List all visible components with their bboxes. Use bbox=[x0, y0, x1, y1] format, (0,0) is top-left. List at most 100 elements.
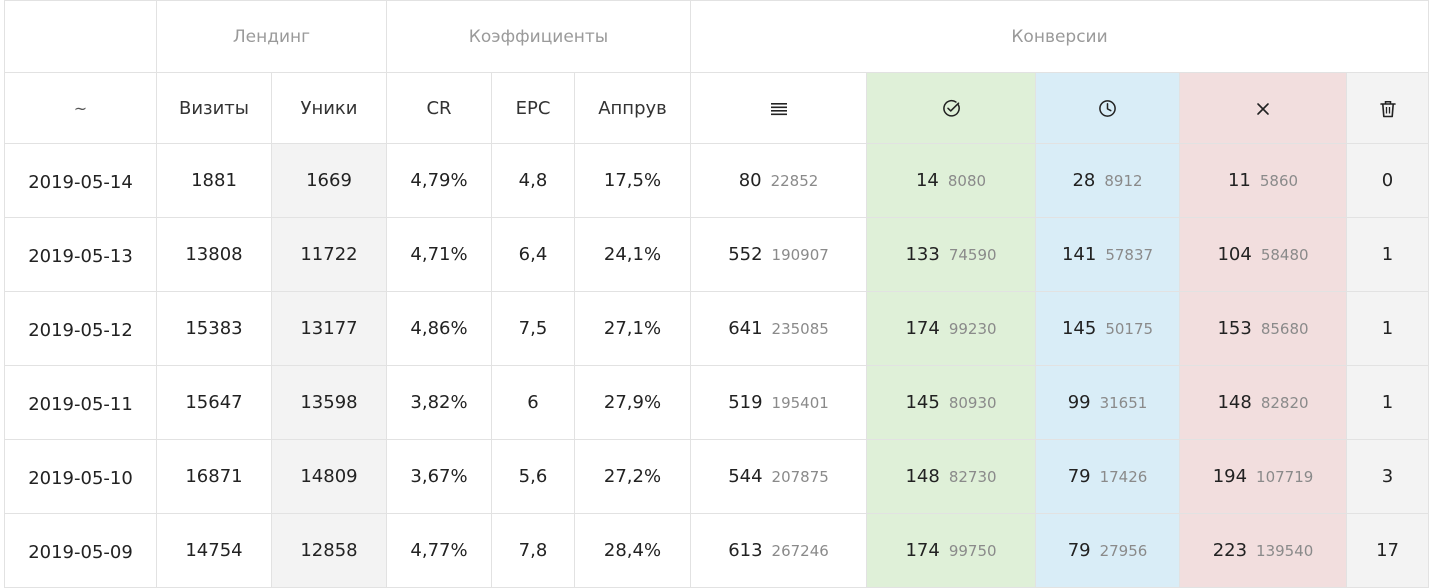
rejected-sum: 85680 bbox=[1260, 320, 1309, 338]
all-sum: 195401 bbox=[771, 394, 829, 412]
rejected-sum: 5860 bbox=[1259, 172, 1299, 190]
rejected-count: 148 bbox=[1217, 392, 1252, 413]
cell-uniques: 14809 bbox=[271, 439, 387, 514]
hold-sum: 31651 bbox=[1099, 394, 1148, 412]
check-circle-icon bbox=[942, 98, 961, 119]
cell-trash: 1 bbox=[1345, 217, 1430, 292]
close-icon bbox=[1256, 98, 1270, 119]
header-cr[interactable]: CR bbox=[386, 72, 492, 144]
cell-date: 2019-05-09 bbox=[4, 513, 157, 588]
cell-all-conversions: 613 267246 bbox=[690, 513, 867, 588]
approved-sum: 74590 bbox=[948, 246, 997, 264]
table-row[interactable]: 2019-05-12 15383 13177 4,86% 7,5 27,1% 6… bbox=[4, 291, 1430, 366]
cell-trash: 1 bbox=[1345, 291, 1430, 366]
cell-approved: 14 8080 bbox=[866, 143, 1036, 218]
table-row[interactable]: 2019-05-13 13808 11722 4,71% 6,4 24,1% 5… bbox=[4, 217, 1430, 292]
cell-cr: 4,79% bbox=[386, 143, 492, 218]
header-uniques[interactable]: Уники bbox=[271, 72, 387, 144]
approved-sum: 99750 bbox=[948, 542, 997, 560]
cell-hold: 79 17426 bbox=[1035, 439, 1180, 514]
column-header-row: ~ Визиты Уники CR EPC Аппрув bbox=[4, 72, 1430, 144]
clock-icon bbox=[1098, 98, 1117, 119]
cell-date: 2019-05-13 bbox=[4, 217, 157, 292]
cell-epc: 4,8 bbox=[491, 143, 575, 218]
table-row[interactable]: 2019-05-11 15647 13598 3,82% 6 27,9% 519… bbox=[4, 365, 1430, 440]
cell-hold: 141 57837 bbox=[1035, 217, 1180, 292]
approved-sum: 80930 bbox=[948, 394, 997, 412]
cell-epc: 6,4 bbox=[491, 217, 575, 292]
stats-table: Лендинг Коэффициенты Конверсии ~ Визиты … bbox=[4, 0, 1430, 588]
header-all-conversions[interactable] bbox=[690, 72, 867, 144]
cell-date: 2019-05-10 bbox=[4, 439, 157, 514]
rejected-sum: 107719 bbox=[1256, 468, 1314, 486]
cell-approve: 28,4% bbox=[574, 513, 691, 588]
cell-visits: 14754 bbox=[156, 513, 272, 588]
cell-approved: 148 82730 bbox=[866, 439, 1036, 514]
rejected-sum: 82820 bbox=[1260, 394, 1309, 412]
cell-all-conversions: 552 190907 bbox=[690, 217, 867, 292]
cell-all-conversions: 80 22852 bbox=[690, 143, 867, 218]
cell-approve: 27,1% bbox=[574, 291, 691, 366]
header-approved[interactable] bbox=[866, 72, 1036, 144]
cell-all-conversions: 641 235085 bbox=[690, 291, 867, 366]
cell-visits: 16871 bbox=[156, 439, 272, 514]
cell-date: 2019-05-14 bbox=[4, 143, 157, 218]
cell-approve: 27,2% bbox=[574, 439, 691, 514]
cell-rejected: 11 5860 bbox=[1179, 143, 1347, 218]
cell-hold: 28 8912 bbox=[1035, 143, 1180, 218]
all-count: 552 bbox=[728, 244, 763, 265]
cell-trash: 0 bbox=[1345, 143, 1430, 218]
rejected-count: 153 bbox=[1217, 318, 1252, 339]
cell-rejected: 104 58480 bbox=[1179, 217, 1347, 292]
header-hold[interactable] bbox=[1035, 72, 1180, 144]
cell-visits: 15647 bbox=[156, 365, 272, 440]
all-sum: 267246 bbox=[771, 542, 829, 560]
cell-hold: 99 31651 bbox=[1035, 365, 1180, 440]
hold-count: 99 bbox=[1067, 392, 1091, 413]
approved-count: 145 bbox=[905, 392, 940, 413]
approved-count: 174 bbox=[905, 318, 940, 339]
cell-epc: 7,8 bbox=[491, 513, 575, 588]
hold-sum: 27956 bbox=[1099, 542, 1148, 560]
all-count: 80 bbox=[738, 170, 762, 191]
cell-uniques: 13177 bbox=[271, 291, 387, 366]
hold-count: 79 bbox=[1067, 466, 1091, 487]
hold-sum: 17426 bbox=[1099, 468, 1148, 486]
cell-approved: 174 99230 bbox=[866, 291, 1036, 366]
group-header-row: Лендинг Коэффициенты Конверсии bbox=[4, 0, 1430, 73]
cell-approved: 133 74590 bbox=[866, 217, 1036, 292]
cell-hold: 145 50175 bbox=[1035, 291, 1180, 366]
table-row[interactable]: 2019-05-14 1881 1669 4,79% 4,8 17,5% 80 2… bbox=[4, 143, 1430, 218]
cell-approved: 145 80930 bbox=[866, 365, 1036, 440]
cell-approved: 174 99750 bbox=[866, 513, 1036, 588]
header-date-label: ~ bbox=[73, 98, 88, 118]
rejected-count: 104 bbox=[1217, 244, 1252, 265]
cell-epc: 6 bbox=[491, 365, 575, 440]
table-row[interactable]: 2019-05-09 14754 12858 4,77% 7,8 28,4% 6… bbox=[4, 513, 1430, 588]
approved-count: 148 bbox=[905, 466, 940, 487]
cell-cr: 4,77% bbox=[386, 513, 492, 588]
all-sum: 190907 bbox=[771, 246, 829, 264]
cell-uniques: 12858 bbox=[271, 513, 387, 588]
group-conversions: Конверсии bbox=[689, 0, 1430, 73]
cell-rejected: 148 82820 bbox=[1179, 365, 1347, 440]
all-sum: 207875 bbox=[771, 468, 829, 486]
cell-trash: 3 bbox=[1345, 439, 1430, 514]
hold-count: 145 bbox=[1061, 318, 1097, 339]
header-date[interactable]: ~ bbox=[4, 72, 157, 144]
header-approve[interactable]: Аппрув bbox=[574, 72, 691, 144]
cell-approve: 24,1% bbox=[574, 217, 691, 292]
group-corner bbox=[4, 0, 157, 73]
hold-sum: 8912 bbox=[1104, 172, 1143, 190]
header-rejected[interactable] bbox=[1179, 72, 1347, 144]
approved-sum: 82730 bbox=[948, 468, 997, 486]
header-trash[interactable] bbox=[1345, 72, 1430, 144]
cell-visits: 15383 bbox=[156, 291, 272, 366]
header-epc[interactable]: EPC bbox=[491, 72, 575, 144]
cell-approve: 27,9% bbox=[574, 365, 691, 440]
hold-count: 141 bbox=[1061, 244, 1097, 265]
table-row[interactable]: 2019-05-10 16871 14809 3,67% 5,6 27,2% 5… bbox=[4, 439, 1430, 514]
all-sum: 22852 bbox=[770, 172, 819, 190]
list-icon bbox=[770, 98, 787, 119]
header-visits[interactable]: Визиты bbox=[156, 72, 272, 144]
